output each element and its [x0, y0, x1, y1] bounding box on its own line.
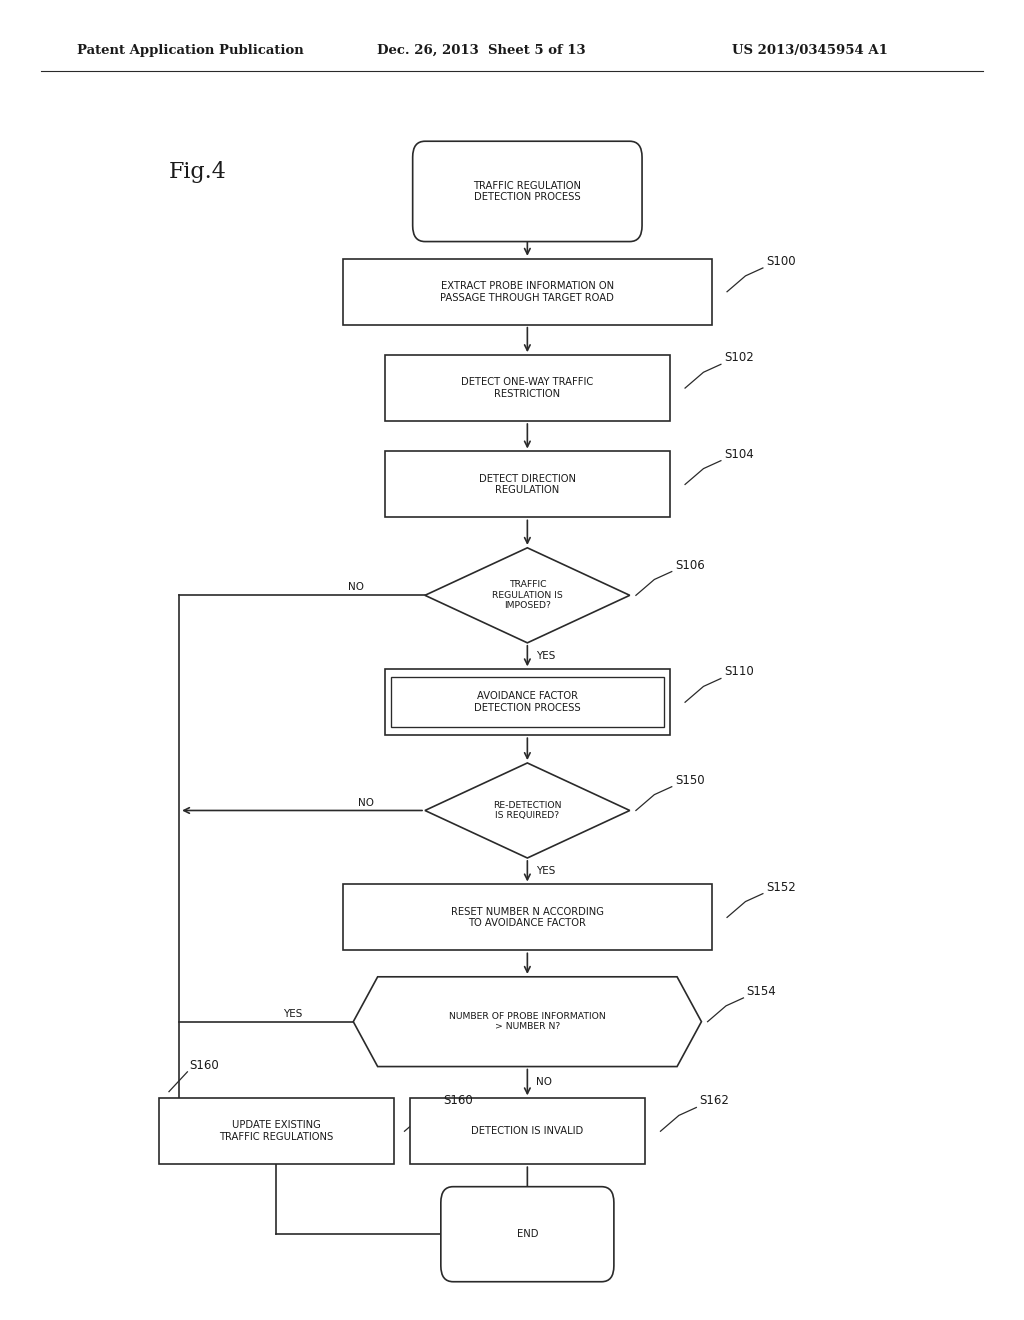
Bar [343, 884, 712, 950]
Bar [385, 669, 670, 735]
Text: S162: S162 [699, 1094, 729, 1107]
Text: Dec. 26, 2013  Sheet 5 of 13: Dec. 26, 2013 Sheet 5 of 13 [377, 44, 586, 57]
Text: NUMBER OF PROBE INFORMATION
> NUMBER N?: NUMBER OF PROBE INFORMATION > NUMBER N? [449, 1012, 606, 1031]
Text: S100: S100 [766, 255, 796, 268]
Text: S102: S102 [724, 351, 754, 364]
Bar [385, 451, 670, 517]
Text: UPDATE EXISTING
TRAFFIC REGULATIONS: UPDATE EXISTING TRAFFIC REGULATIONS [219, 1121, 334, 1142]
FancyBboxPatch shape [440, 1187, 613, 1282]
Text: DETECTION IS INVALID: DETECTION IS INVALID [471, 1126, 584, 1137]
Text: S110: S110 [724, 665, 754, 678]
Text: YES: YES [283, 1008, 302, 1019]
Text: RE-DETECTION
IS REQUIRED?: RE-DETECTION IS REQUIRED? [494, 801, 561, 820]
Text: DETECT DIRECTION
REGULATION: DETECT DIRECTION REGULATION [479, 474, 575, 495]
Text: Fig.4: Fig.4 [169, 161, 227, 182]
FancyBboxPatch shape [413, 141, 642, 242]
Text: YES: YES [536, 651, 555, 661]
Bar [343, 259, 712, 325]
Text: NO: NO [536, 1077, 552, 1088]
Bar [410, 1098, 645, 1164]
Polygon shape [425, 763, 630, 858]
Bar [385, 355, 670, 421]
Text: S152: S152 [766, 880, 796, 894]
Text: TRAFFIC REGULATION
DETECTION PROCESS: TRAFFIC REGULATION DETECTION PROCESS [473, 181, 582, 202]
Text: S160: S160 [443, 1094, 473, 1107]
Text: S106: S106 [675, 558, 705, 572]
Bar [159, 1098, 394, 1164]
Text: S150: S150 [675, 774, 705, 787]
Text: YES: YES [536, 866, 555, 876]
Text: S104: S104 [724, 447, 754, 461]
Polygon shape [353, 977, 701, 1067]
Text: AVOIDANCE FACTOR
DETECTION PROCESS: AVOIDANCE FACTOR DETECTION PROCESS [474, 692, 581, 713]
Text: S154: S154 [746, 985, 776, 998]
Text: TRAFFIC
REGULATION IS
IMPOSED?: TRAFFIC REGULATION IS IMPOSED? [492, 581, 563, 610]
Text: RESET NUMBER N ACCORDING
TO AVOIDANCE FACTOR: RESET NUMBER N ACCORDING TO AVOIDANCE FA… [451, 907, 604, 928]
Bar [391, 677, 664, 727]
Text: EXTRACT PROBE INFORMATION ON
PASSAGE THROUGH TARGET ROAD: EXTRACT PROBE INFORMATION ON PASSAGE THR… [440, 281, 614, 302]
Polygon shape [425, 548, 630, 643]
Text: DETECT ONE-WAY TRAFFIC
RESTRICTION: DETECT ONE-WAY TRAFFIC RESTRICTION [461, 378, 594, 399]
Text: Patent Application Publication: Patent Application Publication [77, 44, 303, 57]
Text: END: END [517, 1229, 538, 1239]
Text: NO: NO [357, 797, 374, 808]
Text: NO: NO [347, 582, 364, 593]
Text: S160: S160 [189, 1059, 219, 1072]
Text: US 2013/0345954 A1: US 2013/0345954 A1 [732, 44, 888, 57]
